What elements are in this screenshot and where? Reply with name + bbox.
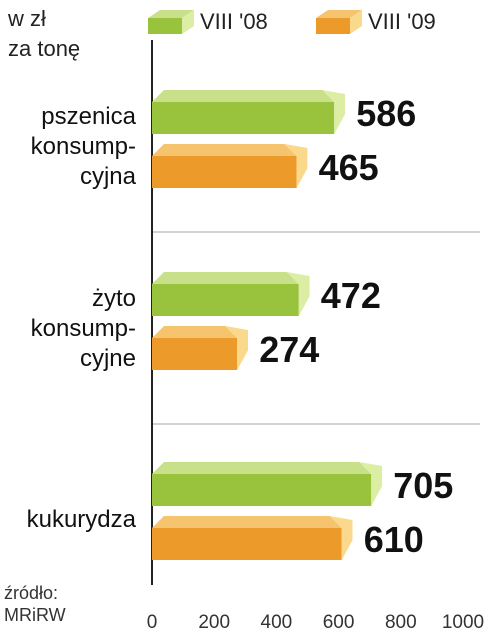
bar-2-3-end bbox=[329, 516, 353, 560]
category-label-2: żyto konsump- cyjne bbox=[31, 284, 136, 374]
legend-swatch-1-front bbox=[148, 18, 182, 34]
bar-1-2-top bbox=[152, 272, 299, 284]
legend-label-series-2: VIII '09 bbox=[368, 9, 436, 34]
category-label-1-line-1: pszenica bbox=[41, 103, 136, 130]
bar-2-2-top bbox=[152, 326, 238, 338]
bar-1-2-end bbox=[286, 272, 310, 316]
legend-item-series-2: VIII '09 bbox=[316, 8, 436, 36]
x-tick-label-1: 200 bbox=[198, 612, 230, 633]
bar-1-3 bbox=[152, 474, 372, 506]
bar-2-2 bbox=[152, 338, 238, 370]
category-label-3: kukurydza bbox=[27, 505, 136, 535]
legend-label-series-1: VIII '08 bbox=[200, 9, 268, 34]
category-label-1-line-2: konsump- bbox=[30, 133, 136, 160]
category-label-1-line-3: cyjna bbox=[79, 163, 136, 190]
source-note: źródło: MRiRW bbox=[4, 582, 66, 626]
legend-swatch-2-side bbox=[350, 10, 362, 34]
category-label-1: pszenica konsump- cyjna bbox=[31, 102, 136, 192]
category-label-2-line-3: cyjne bbox=[79, 345, 136, 372]
bar-2-1-top bbox=[152, 144, 297, 156]
bar-2-1-end bbox=[284, 144, 308, 188]
x-tick-label-5: 1000 bbox=[442, 612, 484, 633]
legend-item-series-1: VIII '08 bbox=[148, 8, 268, 36]
bar-1-1-end bbox=[322, 90, 346, 134]
x-tick-label-4: 800 bbox=[385, 612, 417, 633]
unit-label: w zł za tonę bbox=[8, 4, 80, 64]
x-tick-label-2: 400 bbox=[261, 612, 293, 633]
bar-1-1 bbox=[152, 102, 335, 134]
x-tick-label-3: 600 bbox=[323, 612, 355, 633]
category-label-2-line-2: konsump- bbox=[30, 315, 136, 342]
value-label-2-2: 274 bbox=[259, 329, 319, 370]
bar-2-1 bbox=[152, 156, 297, 188]
value-label-1-1: 586 bbox=[356, 93, 416, 134]
value-label-1-2: 472 bbox=[321, 275, 381, 316]
legend-swatch-series-1 bbox=[148, 10, 194, 34]
category-label-2-line-1: żyto bbox=[91, 285, 136, 312]
legend-swatch-2-front bbox=[316, 18, 350, 34]
bar-1-3-top bbox=[152, 462, 372, 474]
bar-2-3-top bbox=[152, 516, 342, 528]
bar-1-3-end bbox=[359, 462, 383, 506]
unit-label-line-1: w zł bbox=[8, 6, 46, 31]
legend-swatch-series-2 bbox=[316, 10, 362, 34]
value-label-2-3: 610 bbox=[364, 519, 424, 560]
bar-1-2 bbox=[152, 284, 299, 316]
legend-swatch-1-top bbox=[148, 10, 194, 18]
bar-2-2-end bbox=[225, 326, 249, 370]
unit-label-line-2: za tonę bbox=[8, 36, 81, 61]
value-label-1-3: 705 bbox=[393, 465, 453, 506]
legend-swatch-2-top bbox=[316, 10, 362, 18]
source-label: źródło: bbox=[4, 583, 59, 603]
legend-swatch-1-side bbox=[182, 10, 194, 34]
bar-1-1-top bbox=[152, 90, 335, 102]
x-tick-label-0: 0 bbox=[147, 612, 158, 633]
bar-2-3 bbox=[152, 528, 342, 560]
value-label-2-1: 465 bbox=[319, 147, 379, 188]
category-label-3-line-1: kukurydza bbox=[26, 506, 136, 533]
source-name: MRiRW bbox=[4, 605, 66, 625]
